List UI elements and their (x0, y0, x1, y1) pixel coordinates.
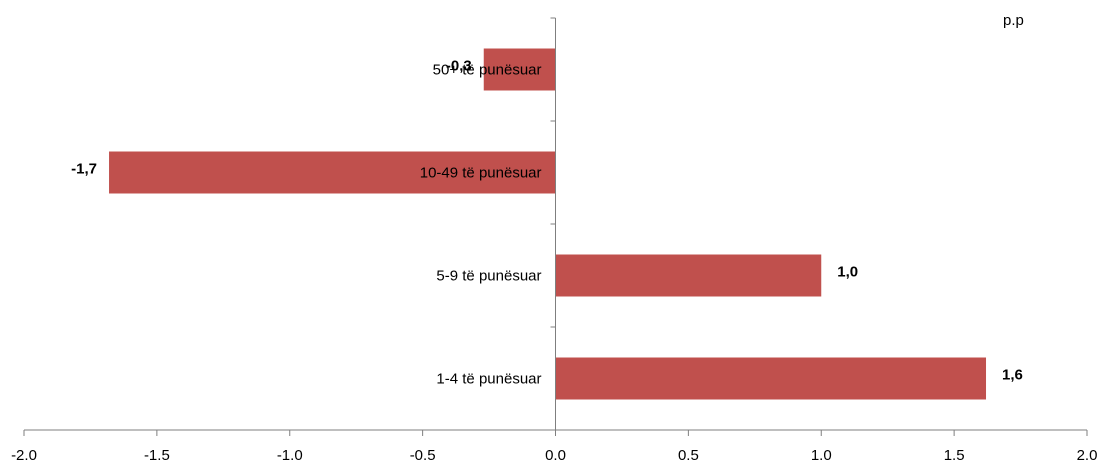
unit-label: p.p (1003, 12, 1024, 29)
x-tick-label: 0.5 (678, 447, 699, 464)
bar (555, 357, 987, 400)
labels-group: -2.0 -1.5 -1.0 -0.5 0.0 0.5 1.0 1.5 2.0 50+ të pu… (11, 58, 1097, 465)
x-tick-label: 0.0 (545, 447, 566, 464)
bar (483, 48, 556, 91)
category-label: 50+ të punësuar (433, 62, 542, 79)
category-label: 5-9 të punësuar (436, 268, 541, 285)
category-label: 1-4 të punësuar (436, 371, 541, 388)
data-label: -0,3 (446, 58, 472, 75)
x-tick-label: 1.0 (811, 447, 832, 464)
x-tick-label: -1.5 (144, 447, 170, 464)
x-tick-label: -0.5 (410, 447, 436, 464)
x-tick-label: -2.0 (11, 447, 37, 464)
bars-group (109, 48, 987, 400)
data-label: -1,7 (71, 161, 97, 178)
data-label: 1,0 (837, 264, 858, 281)
data-label: 1,6 (1002, 367, 1023, 384)
bar (555, 254, 822, 297)
axes-group (23, 17, 1088, 436)
x-tick-label: 1.5 (944, 447, 965, 464)
category-label: 10-49 të punësuar (420, 165, 542, 182)
x-tick-label: -1.0 (277, 447, 303, 464)
x-tick-label: 2.0 (1077, 447, 1098, 464)
bar (109, 151, 556, 194)
